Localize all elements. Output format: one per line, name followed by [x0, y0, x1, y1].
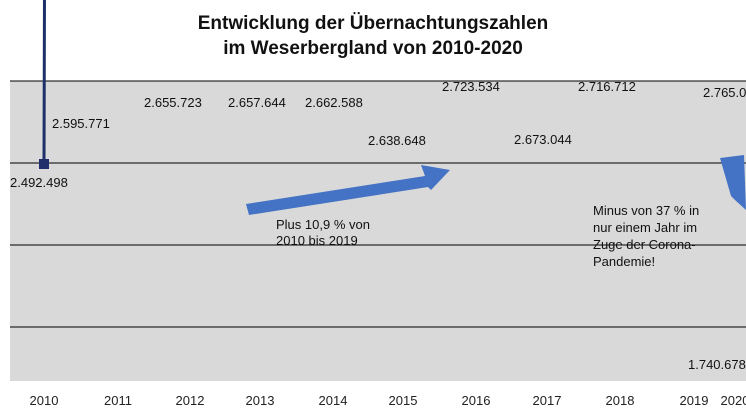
- x-tick-2010: 2010: [30, 393, 59, 408]
- data-label-2017: 2.673.044: [514, 132, 572, 147]
- data-label-2011: 2.595.771: [52, 116, 110, 131]
- chart-title: Entwicklung der Übernachtungszahlen im We…: [198, 13, 549, 59]
- x-tick-2019: 2019: [680, 393, 709, 408]
- decline-note: Minus von 37 % in nur einem Jahr im Zuge d…: [593, 203, 699, 269]
- data-point-2010: [39, 159, 49, 169]
- growth-arrow: [246, 165, 450, 215]
- data-label-2014: 2.662.588: [305, 95, 363, 110]
- x-tick-2016: 2016: [462, 393, 491, 408]
- growth-note: Plus 10,9 % von 2010 bis 2019: [276, 217, 370, 248]
- x-tick-2014: 2014: [319, 393, 348, 408]
- annotation-arrows: [246, 155, 746, 215]
- gridlines: [10, 80, 746, 328]
- series: [39, 0, 49, 169]
- x-tick-2015: 2015: [389, 393, 418, 408]
- x-tick-2017: 2017: [533, 393, 562, 408]
- data-label-2012: 2.655.723: [144, 95, 202, 110]
- plot-area: [10, 81, 746, 381]
- annotations: Plus 10,9 % von 2010 bis 2019 Minus von 37…: [276, 203, 699, 269]
- data-label-2019: 2.765.0: [703, 85, 746, 100]
- data-labels: 2.492.498 2.595.771 2.655.723 2.657.644 2.66…: [10, 79, 746, 372]
- x-tick-2013: 2013: [246, 393, 275, 408]
- x-axis-ticks: 2010 2011 2012 2013 2014 2015 2016 2017 2018 2019…: [30, 393, 746, 408]
- decline-arrow: [720, 155, 746, 210]
- x-tick-2020: 2020: [721, 393, 746, 408]
- data-label-2020: 1.740.678: [688, 357, 746, 372]
- data-label-2015: 2.638.648: [368, 133, 426, 148]
- data-label-2010: 2.492.498: [10, 175, 68, 190]
- chart-title-text: Entwicklung der Übernachtungszahlen im We…: [198, 13, 549, 59]
- data-label-2013: 2.657.644: [228, 95, 286, 110]
- x-tick-2011: 2011: [104, 393, 132, 408]
- data-label-2018: 2.716.712: [578, 79, 636, 94]
- x-tick-2012: 2012: [176, 393, 205, 408]
- data-label-2016: 2.723.534: [442, 79, 500, 94]
- x-tick-2018: 2018: [606, 393, 635, 408]
